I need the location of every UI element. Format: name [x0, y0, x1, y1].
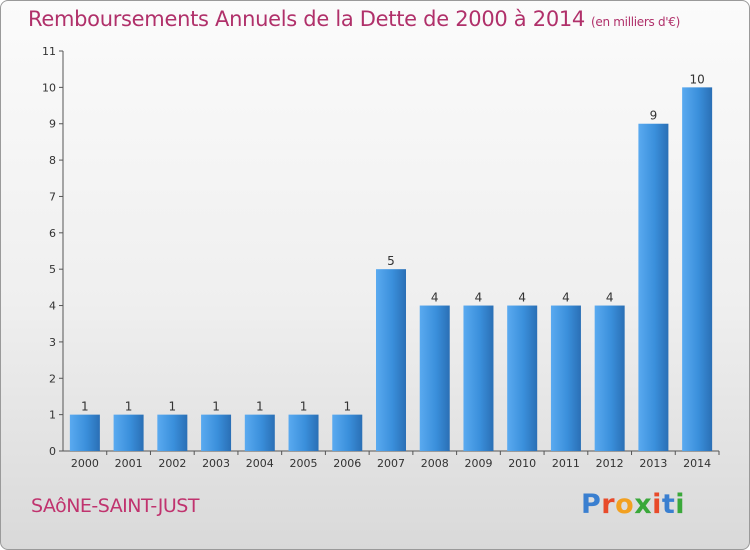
data-label: 4 — [518, 291, 526, 305]
x-tick-label: 2008 — [421, 457, 449, 470]
data-label: 1 — [169, 400, 177, 414]
y-tick-label: 11 — [42, 45, 56, 58]
x-tick-label: 2005 — [290, 457, 318, 470]
data-label: 1 — [300, 400, 308, 414]
bar — [201, 414, 232, 451]
y-tick-label: 9 — [49, 118, 56, 131]
y-tick-label: 6 — [49, 227, 56, 240]
bar — [157, 414, 188, 451]
bar — [507, 305, 538, 451]
data-label: 1 — [212, 400, 220, 414]
commune-name: SAôNE-SAINT-JUST — [31, 495, 199, 517]
logo-letter: i — [675, 489, 686, 520]
bar — [682, 87, 713, 451]
bar — [419, 305, 450, 451]
bar — [288, 414, 319, 451]
y-tick-label: 0 — [49, 445, 56, 458]
data-label: 1 — [256, 400, 264, 414]
data-label: 1 — [125, 400, 133, 414]
y-tick-label: 3 — [49, 336, 56, 349]
y-tick-label: 2 — [49, 372, 56, 385]
logo-letter: x — [634, 489, 653, 520]
logo-letter: P — [581, 489, 602, 520]
y-tick-label: 1 — [49, 409, 56, 422]
bar — [550, 305, 581, 451]
x-tick-label: 2007 — [377, 457, 405, 470]
x-tick-label: 2011 — [552, 457, 580, 470]
chart-bars — [69, 87, 713, 452]
x-tick-label: 2012 — [596, 457, 624, 470]
bar — [594, 305, 625, 451]
data-label: 9 — [650, 109, 658, 123]
data-label: 5 — [387, 254, 395, 268]
x-tick-label: 2002 — [158, 457, 186, 470]
x-tick-label: 2006 — [333, 457, 361, 470]
y-tick-label: 10 — [42, 81, 56, 94]
y-tick-label: 8 — [49, 154, 56, 167]
bar — [69, 414, 100, 451]
data-label: 1 — [81, 400, 89, 414]
chart-title-text: Remboursements Annuels de la Dette de 20… — [28, 7, 585, 31]
data-label: 1 — [343, 400, 351, 414]
logo-letter: t — [661, 489, 676, 520]
data-label: 4 — [606, 291, 614, 305]
x-tick-label: 2013 — [639, 457, 667, 470]
x-tick-label: 2014 — [683, 457, 711, 470]
logo-letter: o — [615, 489, 635, 520]
bar — [463, 305, 494, 451]
logo-letter: i — [652, 489, 662, 520]
x-tick-label: 2000 — [71, 457, 99, 470]
y-tick-label: 7 — [49, 190, 56, 203]
chart-unit: (en milliers d'€) — [591, 15, 681, 29]
proxiti-logo[interactable]: Proxiti — [581, 489, 685, 520]
data-label: 4 — [475, 291, 483, 305]
bar — [244, 414, 275, 451]
data-label: 4 — [431, 291, 439, 305]
chart-labels: 2000 1 2001 1 2002 1 2003 1 2004 1 2005 1 2006 1 2007 5… — [71, 72, 711, 470]
data-label: 10 — [689, 72, 704, 86]
bar — [376, 269, 406, 451]
y-tick-label: 4 — [49, 300, 56, 313]
x-tick-label: 2010 — [508, 457, 536, 470]
bar — [638, 123, 669, 452]
y-tick-label: 5 — [49, 263, 56, 276]
bar — [332, 414, 363, 451]
x-tick-label: 2009 — [464, 457, 492, 470]
chart-title: Remboursements Annuels de la Dette de 20… — [28, 7, 680, 31]
x-tick-label: 2003 — [202, 457, 230, 470]
x-tick-label: 2004 — [246, 457, 274, 470]
bar — [113, 414, 144, 451]
logo-letter: r — [601, 489, 616, 520]
x-tick-label: 2001 — [115, 457, 143, 470]
data-label: 4 — [562, 291, 570, 305]
